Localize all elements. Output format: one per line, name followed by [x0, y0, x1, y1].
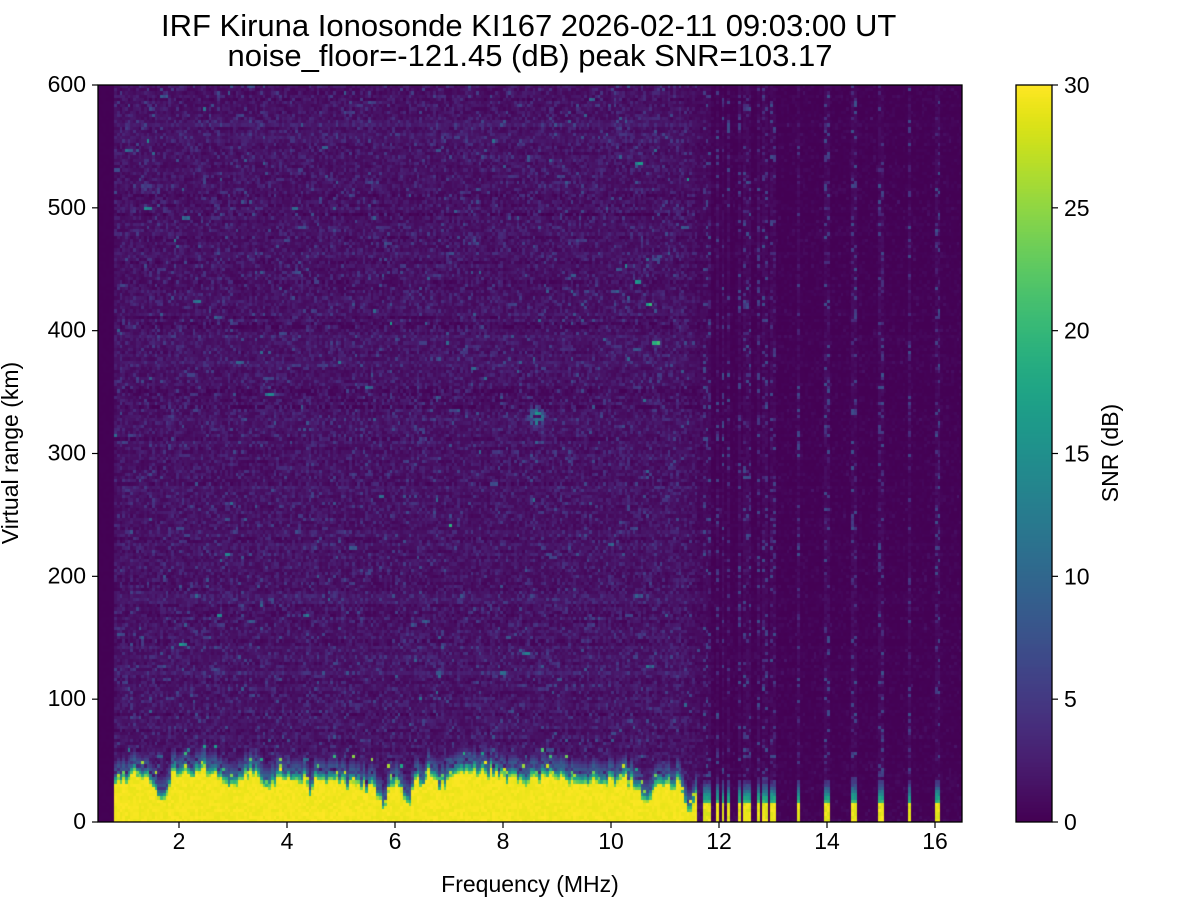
svg-text:500: 500	[48, 194, 86, 220]
svg-text:Virtual range (km): Virtual range (km)	[0, 362, 23, 544]
svg-text:8: 8	[497, 828, 510, 854]
svg-text:15: 15	[1064, 441, 1090, 467]
svg-text:10: 10	[1064, 563, 1090, 589]
svg-text:0: 0	[73, 808, 86, 834]
svg-text:25: 25	[1064, 195, 1090, 221]
svg-text:5: 5	[1064, 686, 1077, 712]
svg-text:0: 0	[1064, 809, 1077, 835]
svg-text:noise_floor=-121.45 (dB) peak: noise_floor=-121.45 (dB) peak SNR=103.17	[228, 38, 833, 73]
svg-text:10: 10	[598, 828, 624, 854]
svg-text:SNR (dB): SNR (dB)	[1097, 404, 1123, 502]
svg-text:20: 20	[1064, 318, 1090, 344]
svg-text:300: 300	[48, 440, 86, 466]
svg-text:30: 30	[1064, 72, 1090, 98]
svg-text:4: 4	[281, 828, 294, 854]
svg-text:12: 12	[706, 828, 732, 854]
svg-text:600: 600	[48, 71, 86, 97]
svg-text:100: 100	[48, 685, 86, 711]
svg-text:14: 14	[814, 828, 840, 854]
svg-text:2: 2	[173, 828, 186, 854]
svg-text:200: 200	[48, 562, 86, 588]
svg-text:6: 6	[389, 828, 402, 854]
svg-text:Frequency (MHz): Frequency (MHz)	[441, 871, 619, 897]
svg-text:400: 400	[48, 317, 86, 343]
svg-text:16: 16	[922, 828, 948, 854]
